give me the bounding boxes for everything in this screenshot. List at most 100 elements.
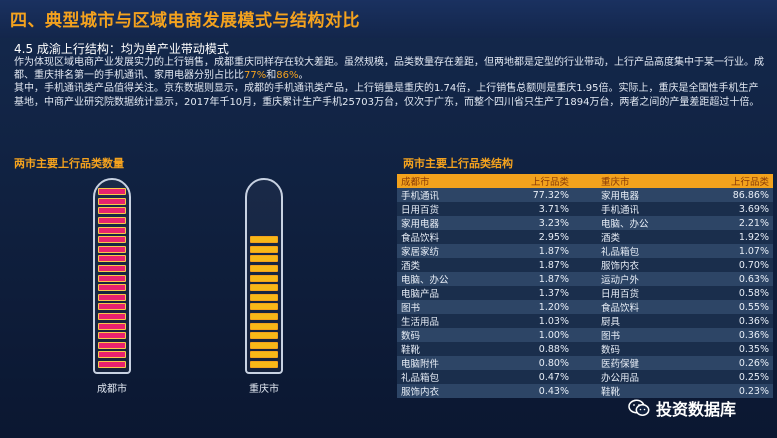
row-gap [572, 216, 597, 230]
header-chongqing-share: 上行品类 [693, 174, 773, 188]
watermark: 投资数据库 [628, 396, 736, 420]
tube-segment [98, 351, 126, 359]
chongqing-category: 电脑、办公 [596, 216, 694, 230]
category-structure-table: 成都市 上行品类 重庆市 上行品类 手机通讯 77.32% 家用电器 86.86% 日用… [397, 174, 773, 398]
tube-segment [98, 322, 126, 330]
tube-segment [98, 226, 126, 234]
chengdu-category: 生活用品 [397, 314, 494, 328]
chongqing-category: 礼品箱包 [596, 244, 694, 258]
chongqing-category: 厨具 [596, 314, 694, 328]
tube-segment [98, 341, 126, 349]
chengdu-share: 0.88% [493, 342, 573, 356]
chengdu-category: 食品饮料 [397, 230, 494, 244]
page-title: 四、典型城市与区域电商发展模式与结构对比 [10, 11, 360, 31]
chongqing-category: 服饰内衣 [596, 258, 694, 272]
chengdu-tube-label: 成都市 [97, 384, 127, 395]
chengdu-category: 电脑附件 [397, 356, 494, 370]
tube-segment [98, 293, 126, 301]
tube-segment [98, 274, 126, 282]
tube-segment [98, 313, 126, 320]
chengdu-share: 1.37% [493, 286, 573, 300]
header-chengdu: 成都市 [397, 174, 494, 188]
chengdu-tube-fill [98, 188, 126, 368]
watermark-text: 投资数据库 [656, 400, 737, 419]
tube-segment [250, 293, 278, 301]
tube-segment [250, 341, 278, 349]
tube-segment [250, 265, 278, 272]
chongqing-tube-fill [250, 194, 278, 368]
chongqing-share: 0.36% [693, 328, 773, 342]
chengdu-share: 1.87% [493, 272, 573, 286]
tube-segment [98, 255, 126, 263]
row-gap [572, 342, 597, 356]
chongqing-share: 1.07% [693, 244, 773, 258]
chongqing-share: 0.25% [693, 370, 773, 384]
chengdu-category: 家用电器 [397, 216, 494, 230]
chongqing-share: 0.55% [693, 300, 773, 314]
chongqing-category: 食品饮料 [596, 300, 694, 314]
chengdu-category: 酒类 [397, 258, 494, 272]
highlight-77: 77% [244, 70, 267, 82]
table-row: 电脑附件 0.80% 医药保健 0.26% [397, 356, 773, 370]
tube-segment [98, 245, 126, 253]
chengdu-category: 日用百货 [397, 202, 494, 216]
row-gap [572, 202, 597, 216]
table-row: 鞋靴 0.88% 数码 0.35% [397, 342, 773, 356]
chengdu-category: 数码 [397, 328, 494, 342]
chongqing-tube-label: 重庆市 [249, 384, 279, 395]
row-gap [572, 258, 597, 272]
chengdu-share: 1.87% [493, 258, 573, 272]
chongqing-category: 医药保健 [596, 356, 694, 370]
header-chongqing: 重庆市 [596, 174, 694, 188]
tube-segment [98, 197, 126, 205]
chengdu-share: 1.87% [493, 244, 573, 258]
tube-segment [250, 236, 278, 244]
chengdu-share: 1.03% [493, 314, 573, 328]
tube-segment [250, 284, 278, 292]
chongqing-share: 0.63% [693, 272, 773, 286]
chengdu-category: 图书 [397, 300, 494, 314]
table-row: 服饰内衣 0.43% 鞋靴 0.23% [397, 384, 773, 398]
chongqing-category: 手机通讯 [596, 202, 694, 216]
tube-segment [98, 236, 126, 244]
row-gap [572, 356, 597, 370]
body-paragraphs: 作为体现区域电商产业发展实力的上行销售，成都重庆同样存在较大差距。虽然规模，品类… [14, 56, 766, 109]
chongqing-share: 1.92% [693, 230, 773, 244]
chongqing-share: 0.36% [693, 314, 773, 328]
row-gap [572, 188, 597, 202]
tube-segment [98, 284, 126, 292]
tube-segment [98, 188, 126, 196]
chongqing-share: 0.58% [693, 286, 773, 300]
category-structure-heading: 两市主要上行品类结构 [403, 157, 513, 170]
category-count-heading: 两市主要上行品类数量 [14, 157, 124, 170]
row-gap [572, 370, 597, 384]
row-gap [572, 384, 597, 398]
tube-segment [98, 207, 126, 215]
paragraph-2-text: 其中，手机通讯类产品值得关注。京东数据则显示，成都的手机通讯类产品，上行销量是重… [14, 83, 760, 108]
chengdu-share: 0.80% [493, 356, 573, 370]
tube-segment [98, 265, 126, 272]
chongqing-share: 0.23% [693, 384, 773, 398]
chengdu-category: 鞋靴 [397, 342, 494, 356]
tube-segment [250, 313, 278, 320]
table-row: 电脑、办公 1.87% 运动户外 0.63% [397, 272, 773, 286]
table-row: 家居家纺 1.87% 礼品箱包 1.07% [397, 244, 773, 258]
chengdu-share: 77.32% [493, 188, 573, 202]
table-row: 图书 1.20% 食品饮料 0.55% [397, 300, 773, 314]
table-row: 酒类 1.87% 服饰内衣 0.70% [397, 258, 773, 272]
row-gap [572, 286, 597, 300]
chengdu-share: 2.95% [493, 230, 573, 244]
chongqing-category: 图书 [596, 328, 694, 342]
table-row: 数码 1.00% 图书 0.36% [397, 328, 773, 342]
tube-segment [250, 351, 278, 359]
row-gap [572, 314, 597, 328]
highlight-86: 86% [276, 70, 299, 82]
chengdu-category: 家居家纺 [397, 244, 494, 258]
chongqing-category: 酒类 [596, 230, 694, 244]
tube-segment [250, 255, 278, 263]
tube-segment [250, 361, 278, 368]
chengdu-tube [93, 178, 131, 374]
chengdu-share: 1.00% [493, 328, 573, 342]
paragraph-1-text: 作为体现区域电商产业发展实力的上行销售，成都重庆同样存在较大差距。虽然规模，品类… [14, 57, 764, 82]
table-row: 家用电器 3.23% 电脑、办公 2.21% [397, 216, 773, 230]
